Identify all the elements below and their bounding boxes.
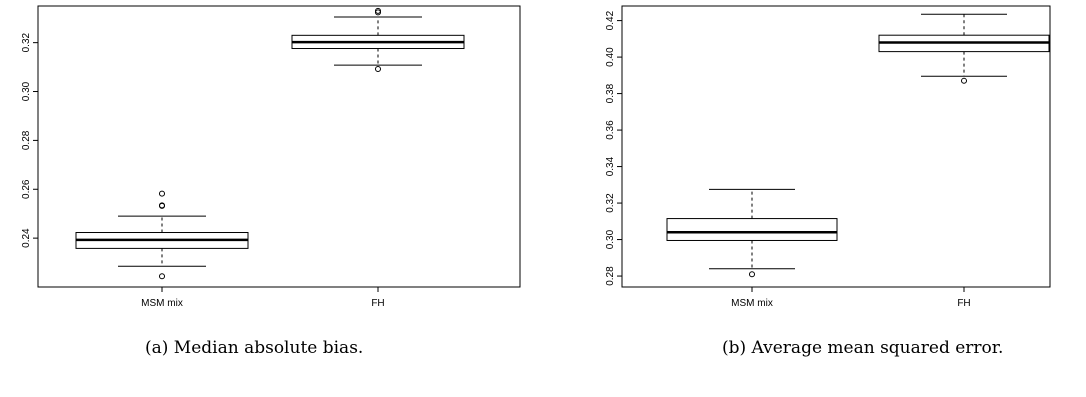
- plot-frame: [37, 5, 521, 288]
- y-tick-label: 0.40: [605, 47, 616, 67]
- outlier-point: [159, 202, 165, 209]
- y-tick-label: 0.32: [21, 32, 32, 52]
- y-tick-label: 0.36: [605, 120, 616, 140]
- x-tick-label: MSM mix: [141, 298, 183, 309]
- y-tick-label: 0.38: [605, 83, 616, 103]
- outlier-point: [159, 273, 165, 280]
- x-tick-label: FH: [371, 298, 384, 309]
- x-tick-label: MSM mix: [731, 298, 773, 309]
- boxplot-msm-mix: [666, 188, 838, 278]
- boxplot-fh: [878, 13, 1050, 84]
- panel-a-median-absolute-bias: 0.24 0.26 0.28 0.30 0.32 MSM mix FH: [21, 5, 521, 309]
- outlier-point: [961, 77, 967, 84]
- outlier-point: [375, 66, 381, 73]
- outlier-point: [159, 190, 165, 197]
- boxplot-msm-mix: [75, 190, 249, 280]
- plot-frame: [621, 5, 1051, 288]
- panel-b-average-mse: 0.28 0.30 0.32 0.34 0.36 0.38 0.40 0.42 MSM mix F…: [605, 5, 1051, 309]
- outlier-point: [375, 7, 381, 14]
- y-tick-label: 0.30: [21, 81, 32, 101]
- y-tick-label: 0.30: [605, 229, 616, 249]
- y-tick-label: 0.34: [605, 156, 616, 176]
- y-tick-label: 0.24: [21, 228, 32, 248]
- x-tick-label: FH: [957, 298, 970, 309]
- caption-a: (a) Median absolute bias.: [145, 338, 364, 358]
- outlier-point: [749, 271, 755, 278]
- y-tick-label: 0.32: [605, 193, 616, 213]
- y-tick-label: 0.28: [21, 130, 32, 150]
- y-tick-label: 0.26: [21, 179, 32, 199]
- boxplot-fh: [291, 7, 465, 73]
- y-tick-label: 0.28: [605, 266, 616, 286]
- caption-b: (b) Average mean squared error.: [722, 338, 1004, 358]
- y-tick-label: 0.42: [605, 10, 616, 30]
- iqr-box: [666, 218, 838, 241]
